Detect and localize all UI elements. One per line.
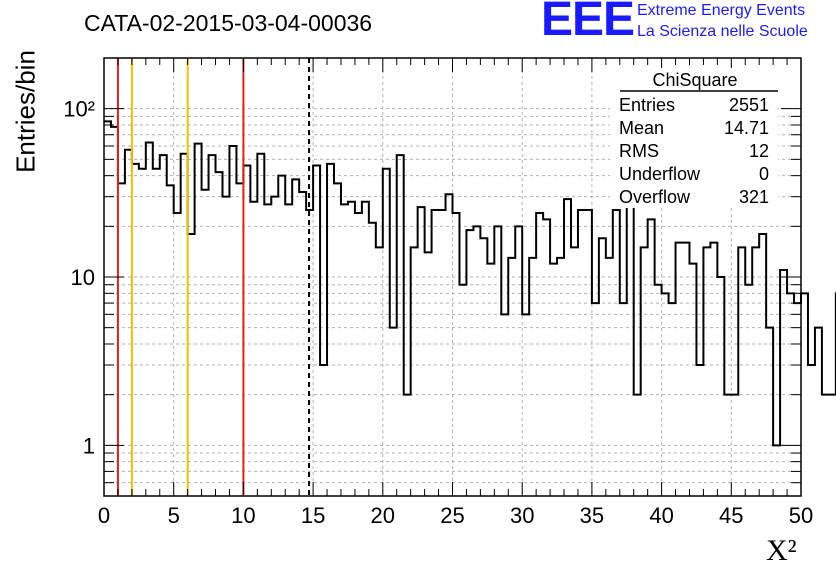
stats-row-value: 2551 (729, 95, 769, 115)
x-tick-label: 0 (98, 503, 110, 528)
stats-row-value: 0 (759, 164, 769, 184)
stats-row-label: Overflow (619, 187, 691, 207)
x-tick-label: 40 (649, 503, 673, 528)
x-tick-label: 25 (440, 503, 464, 528)
y-tick-label: 1 (83, 433, 95, 458)
x-tick-label: 50 (789, 503, 813, 528)
stats-row-label: Entries (619, 95, 675, 115)
stats-row-label: RMS (619, 141, 659, 161)
stats-row-value: 14.71 (724, 118, 769, 138)
x-axis-label: X² (766, 534, 797, 567)
x-tick-label: 15 (301, 503, 325, 528)
stats-box-title: ChiSquare (652, 70, 737, 90)
stats-row-label: Underflow (619, 164, 701, 184)
x-tick-label: 45 (719, 503, 743, 528)
x-tick-label: 20 (371, 503, 395, 528)
logo-subtitle-1: Extreme Energy Events (637, 2, 806, 19)
histogram-series (104, 120, 836, 447)
stats-row-value: 321 (739, 187, 769, 207)
x-tick-label: 10 (231, 503, 255, 528)
eee-logo: EEE (541, 0, 635, 46)
chart-title: CATA-02-2015-03-04-00036 (84, 10, 373, 36)
y-tick-label: 10 (71, 265, 95, 290)
stats-row-value: 12 (749, 141, 769, 161)
logo-subtitle-2: La Scienza nelle Scuole (637, 23, 808, 40)
stats-row-label: Mean (619, 118, 664, 138)
x-tick-label: 5 (168, 503, 180, 528)
x-tick-label: 35 (580, 503, 604, 528)
x-tick-label: 30 (510, 503, 534, 528)
y-tick-label: 10² (63, 97, 95, 122)
